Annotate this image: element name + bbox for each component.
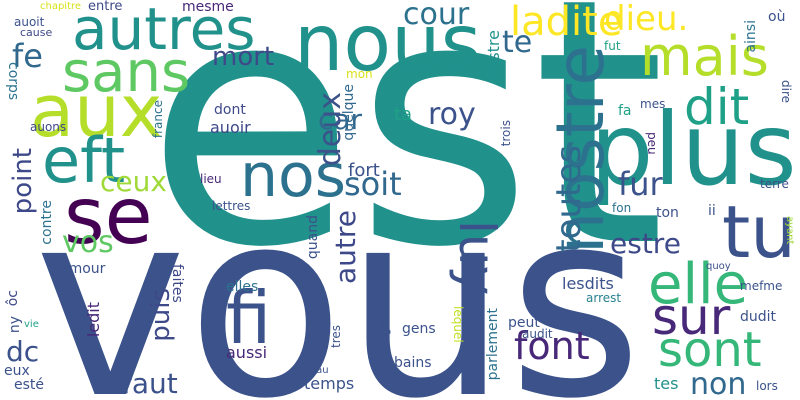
word-dit: dit [684,78,750,136]
word-lors: lors [756,379,778,393]
word-plus: plus [590,91,797,208]
word-vie: vie [24,319,39,330]
word-vos: vos [62,225,114,260]
word-cause: cause [20,26,53,39]
word-font: font [514,324,590,368]
word-gens: gens [402,321,436,337]
word-terre: terre [760,177,789,191]
word-fe: fe [12,37,43,75]
word-chapitre: chapitre [40,1,82,12]
word-mort: mort [212,42,275,72]
word-mesme: mesme [182,0,234,15]
word-parlement: parlement [485,308,501,381]
word-quoy: quoy [706,261,731,272]
word-autres: autres [72,0,256,63]
word-point: point [8,148,38,215]
word-ou: où [768,9,786,25]
word-dont: dont [214,102,246,118]
word-bains: bains [394,355,432,371]
word-este: esté [14,377,45,393]
word-tu: tu [722,190,796,274]
word-elle: elle [648,252,749,317]
word-fa: fa [618,103,632,119]
word-sont: sont [658,322,762,378]
word-nos: nos [240,141,346,211]
word-se: se [64,172,153,262]
word-ny: ny [7,316,23,334]
word-peut: peut [508,315,540,331]
word-faut: faut [122,367,178,400]
word-mon: mon [346,67,373,81]
word-vous: vous [34,155,643,400]
word-contre: contre [39,200,55,245]
word-quelque: quelque [341,84,357,141]
word-france: france [151,100,165,139]
word-peu: peu [645,132,659,155]
word-aux: aux [30,69,163,153]
word-sans: sans [62,40,191,105]
word-dudit: dudit [740,309,777,325]
word-car: car [318,103,363,136]
word-ladite: ladite [510,0,623,45]
word-ii: ii [708,203,716,219]
word-amour: amour [60,261,106,277]
word-ton: ton [656,205,679,221]
word-autre: autre [329,210,362,285]
word-te: te [502,25,533,60]
word-corps: corps [5,62,21,101]
word-mais: mais [640,25,769,88]
word-lieu: lieu [200,172,222,186]
word-auoit: auoit [14,15,45,29]
word-toutes: toutes [549,145,589,253]
word-estre: estre [610,227,681,260]
word-non: non [690,367,747,400]
word-dc: dc [6,335,40,368]
word-cour: cour [403,0,470,32]
word-lequel: lequel [451,306,465,343]
word-fi: fi [226,276,272,360]
word-auoir: auoir [210,118,251,137]
word-fur: fur [618,165,663,203]
word-ayant: ayant [784,216,795,245]
word-tes: tes [654,374,679,393]
word-fon: fon [612,201,632,215]
word-roy: roy [428,97,476,132]
word-faites: faites [169,264,185,303]
word-est: est [146,0,666,322]
word-ceux: ceux [100,165,167,198]
word-dire: dire [779,80,793,104]
word-quand: quand [305,215,321,260]
word-mes: mes [640,97,666,111]
word-soit: soit [344,165,402,203]
word-fut: fut [604,39,621,53]
word-dieu: dieu. [604,0,689,39]
word-tres: tres [329,325,343,349]
word-temps: temps [304,374,355,393]
word-mefme: mefme [740,279,783,293]
word-arrest: arrest [586,291,622,305]
word-nous: nous [294,0,482,89]
word-eux: eux [4,363,30,379]
word-entre: entre [88,0,123,14]
word-aussi: aussi [226,343,268,362]
word-fort: fort [348,160,380,181]
word-audit: audit [522,327,553,341]
word-elles: elles [226,279,259,295]
word-sur: sur [652,288,731,346]
word-ta: ta [394,104,413,125]
word-ainsi: ainsi [743,20,759,53]
word-lesdits: lesdits [562,274,614,293]
word-auons: auons [30,120,67,134]
word-vostre: vostre [484,30,503,80]
word-oc: ôc [5,290,21,307]
word-eau: eau [310,365,329,376]
word-luy: luy [448,220,506,296]
word-trois: trois [499,120,513,147]
word-lettres: lettres [212,199,251,213]
word-geftant: geftant [377,292,391,336]
word-ledit: ledit [84,302,103,338]
word-eft: eft [42,124,126,197]
